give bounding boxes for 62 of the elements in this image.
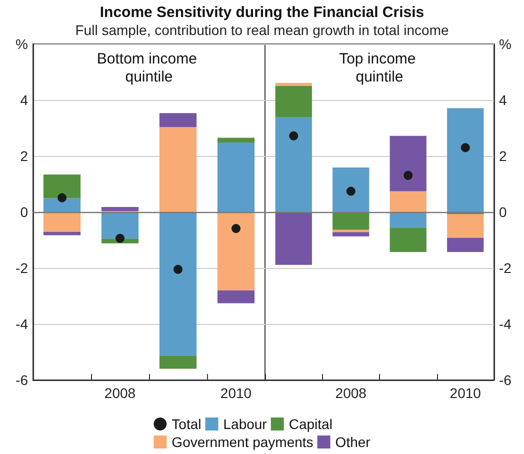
- bar: [332, 212, 370, 230]
- bar: [275, 212, 312, 265]
- y-tick-label: -2: [499, 260, 512, 276]
- bar: [275, 117, 312, 212]
- point: [174, 264, 182, 274]
- point: [404, 170, 413, 180]
- bar: [275, 82, 312, 86]
- point: [460, 143, 470, 152]
- bar: [332, 167, 370, 212]
- bar: [217, 142, 255, 212]
- bar: [217, 212, 255, 290]
- bar: [43, 212, 81, 232]
- legend-label: Capital: [288, 416, 332, 432]
- bar: [43, 198, 81, 212]
- bar: [275, 86, 312, 118]
- chart-subtitle: Full sample, contribution to real mean growth in total income: [75, 22, 449, 38]
- bar: [447, 108, 484, 212]
- bar: [390, 136, 426, 192]
- y-tick-label: %: [16, 36, 28, 52]
- legend-label: Total: [172, 416, 202, 432]
- bar: [159, 127, 197, 212]
- y-tick-label: -2: [16, 260, 28, 276]
- bar: [217, 290, 255, 304]
- legend-label: Other: [335, 434, 371, 450]
- x-tick-label: 2010: [450, 385, 482, 401]
- y-tick-label: 0: [20, 204, 28, 220]
- y-tick-label: 4: [499, 92, 507, 108]
- bar: [447, 214, 484, 238]
- point: [289, 131, 298, 140]
- y-tick-label: -4: [16, 316, 28, 332]
- bar: [159, 356, 197, 369]
- legend-label: Labour: [223, 416, 268, 432]
- x-tick-label: 2010: [220, 385, 252, 401]
- y-tick-label: -6: [499, 372, 512, 388]
- point: [116, 234, 124, 243]
- y-tick-label: %: [499, 36, 512, 52]
- bar: [332, 232, 370, 236]
- bar: [43, 174, 81, 198]
- annotation: Bottom income quintile: [96, 50, 202, 86]
- bar: [390, 212, 426, 228]
- bar: [217, 138, 255, 143]
- point: [232, 224, 240, 234]
- chart-title: Income Sensitivity during the Financial Crisis: [100, 4, 424, 21]
- y-tick-label: 4: [20, 92, 28, 108]
- bar: [101, 206, 139, 212]
- point: [58, 193, 66, 202]
- annotation: Top income quintile: [339, 50, 420, 86]
- bar: [390, 191, 426, 212]
- y-tick-label: 2: [499, 148, 507, 164]
- bar: [390, 228, 426, 252]
- bar: [447, 238, 484, 252]
- y-tick-label: 0: [499, 204, 507, 220]
- x-tick-label: 2008: [104, 385, 136, 401]
- bar: [159, 212, 197, 356]
- x-tick-label: 2008: [335, 385, 367, 401]
- y-tick-label: 2: [20, 148, 28, 164]
- legend-label: Government payments: [172, 434, 314, 450]
- y-tick-label: -4: [499, 316, 512, 332]
- y-tick-label: -6: [16, 372, 28, 388]
- bar: [101, 212, 139, 239]
- point: [346, 186, 356, 196]
- bar: [159, 113, 197, 128]
